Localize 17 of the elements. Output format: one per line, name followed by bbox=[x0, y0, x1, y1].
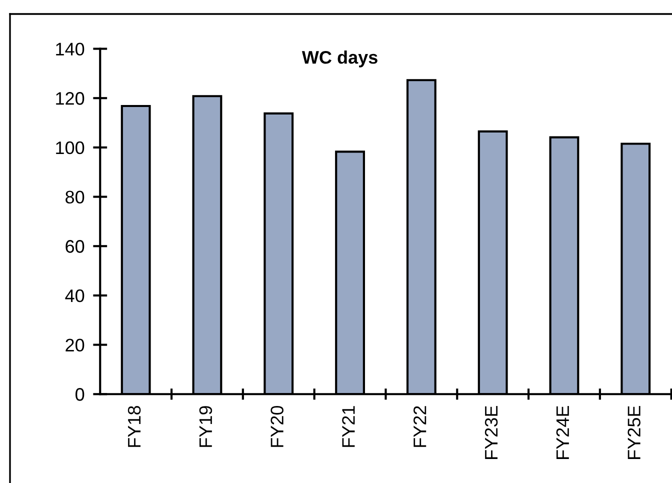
x-tick-label: FY22 bbox=[413, 406, 426, 447]
x-tick-label: FY23E bbox=[484, 406, 498, 459]
x-tick-label: FY21 bbox=[342, 406, 355, 447]
chart-title: WC days bbox=[302, 50, 378, 68]
x-tick-label: FY19 bbox=[199, 406, 212, 447]
y-tick-label: 20 bbox=[66, 338, 84, 352]
y-tick-label: 40 bbox=[65, 289, 84, 302]
y-tick-label: 60 bbox=[66, 240, 84, 253]
y-tick-label: 120 bbox=[56, 92, 84, 105]
x-tick-label: FY25E bbox=[628, 406, 640, 459]
y-tick-label: 140 bbox=[56, 42, 84, 56]
x-tick-label: FY20 bbox=[270, 406, 284, 447]
y-tick-label: 0 bbox=[76, 388, 84, 401]
y-tick-label: 100 bbox=[56, 141, 84, 154]
y-tick-label: 80 bbox=[66, 190, 84, 204]
x-tick-label: FY24E bbox=[556, 406, 569, 459]
x-tick-label: FY18 bbox=[128, 406, 141, 447]
